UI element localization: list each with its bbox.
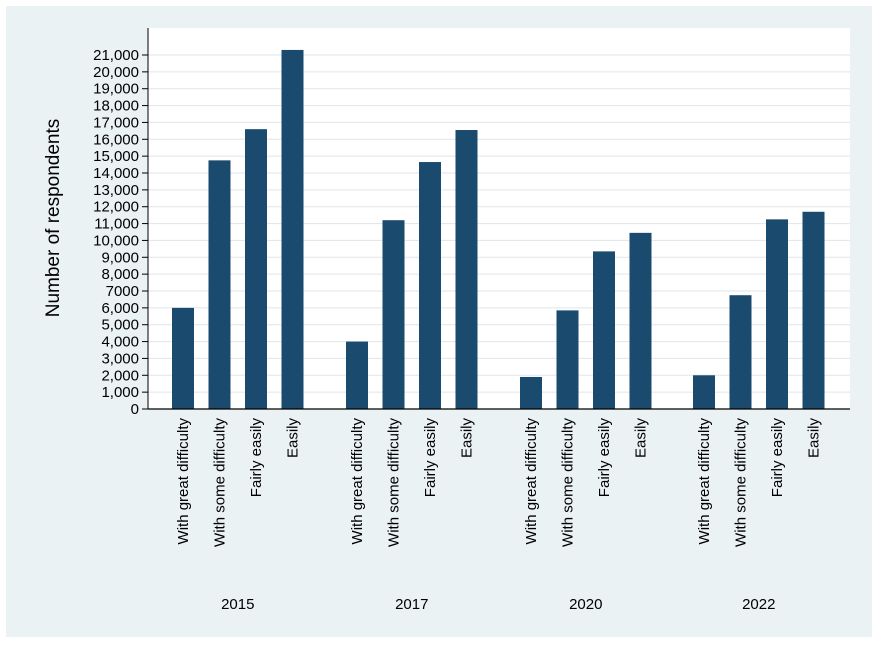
x-category-label: With great difficulty [523,418,540,545]
x-category-label: Easily [633,418,650,459]
y-tick-label: 18,000 [93,98,139,115]
x-group-label: 2020 [569,596,602,613]
x-group-label: 2022 [742,596,775,613]
y-tick-label: 2,000 [101,367,139,384]
bar [208,160,231,409]
y-tick-label: 13,000 [93,182,139,199]
bar [245,129,267,409]
x-category-label: With some difficulty [386,418,403,547]
y-tick-label: 20,000 [93,64,139,81]
y-tick-label: 5,000 [101,317,139,334]
x-category-label: Fairly easily [248,418,265,498]
bar [693,375,715,409]
x-axis: With great difficulty With some difficult… [148,408,850,613]
bar [556,310,579,409]
bar [593,251,615,409]
bar [802,211,825,409]
y-tick-label: 21,000 [93,47,139,64]
x-group-label: 2017 [395,596,428,613]
y-axis: 01,0002,0003,0004,0005,0006,00070008,000… [93,28,149,418]
x-category-label: With great difficulty [696,418,713,545]
y-tick-label: 4,000 [101,334,139,351]
bar [419,162,441,409]
y-tick-label: 11,000 [94,216,139,233]
bar [382,220,405,409]
bar [172,307,194,409]
x-category-label: With some difficulty [733,418,750,547]
bar [729,295,752,409]
x-category-label: Easily [459,418,476,459]
x-category-label: With some difficulty [212,418,229,547]
x-category-label: With great difficulty [349,418,366,545]
x-category-label: With some difficulty [560,418,577,547]
y-tick-label: 10,000 [93,232,139,249]
y-tick-label: 15,000 [93,148,139,165]
y-tick-label: 12,000 [93,199,139,216]
x-category-label: Fairly easily [769,418,786,498]
bar [520,376,542,409]
y-tick-label: 16,000 [93,131,139,148]
bar [455,130,478,409]
y-tick-label: 0 [131,401,139,418]
x-category-label: Fairly easily [422,418,439,498]
x-category-label: Easily [806,418,823,459]
y-tick-label: 17,000 [93,114,139,131]
y-tick-label: 14,000 [93,165,139,182]
y-tick-label: 7000 [106,283,139,300]
bar [629,232,652,409]
bar [766,219,788,409]
y-tick-label: 1,000 [101,384,139,401]
x-category-label: With great difficulty [175,418,192,545]
bars [172,49,825,409]
y-tick-label: 8,000 [101,266,139,283]
y-tick-label: 6,000 [101,300,139,317]
y-tick-label: 9,000 [101,249,139,266]
x-group-label: 2015 [221,596,254,613]
x-category-label: Easily [285,418,302,459]
y-axis-title: Number of respondents [43,119,64,318]
bar [281,49,304,409]
x-category-label: Fairly easily [596,418,613,498]
y-tick-label: 3,000 [101,350,139,367]
y-tick-label: 19,000 [93,81,139,98]
bar [346,341,368,409]
